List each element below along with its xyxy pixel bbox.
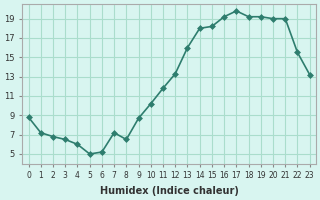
X-axis label: Humidex (Indice chaleur): Humidex (Indice chaleur) (100, 186, 239, 196)
